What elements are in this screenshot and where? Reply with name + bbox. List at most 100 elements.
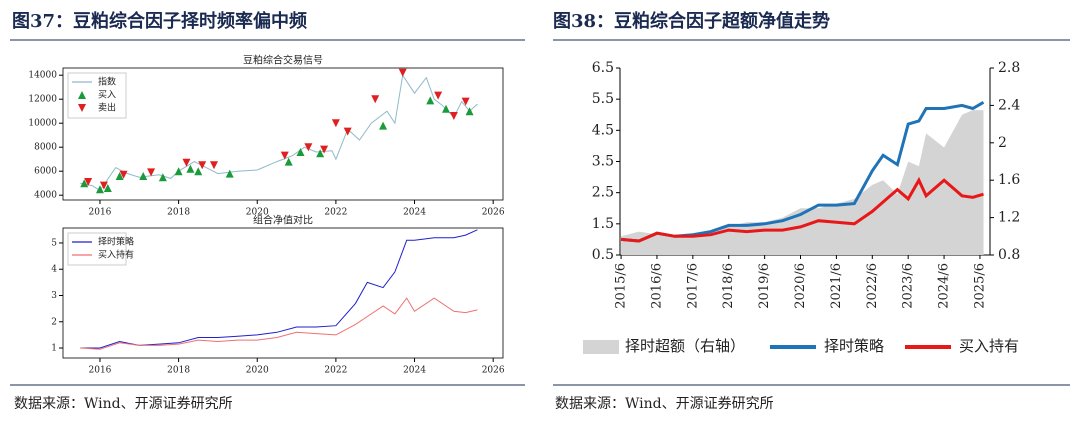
legend-swatch (583, 340, 619, 354)
legend-marker (78, 104, 86, 112)
legend-label: 指数 (98, 76, 116, 88)
figure-caption: 图37：豆粕综合因子择时频率偏中频 (12, 10, 307, 32)
y2-tick-label: 2.8 (998, 60, 1020, 76)
signal-marker (284, 157, 293, 166)
x-tick-label: 2016/6 (649, 263, 664, 309)
signal-marker (398, 68, 407, 77)
signal-marker (147, 168, 156, 177)
line (80, 297, 478, 350)
y-tick-label: 6.5 (592, 60, 614, 76)
y-tick-label: 4000 (34, 191, 57, 201)
x-tick-label: 2025/6 (972, 263, 987, 309)
signal-marker (84, 178, 93, 186)
x-tick-label: 2016 (89, 208, 112, 218)
x-tick-label: 2020 (246, 366, 269, 376)
y2-tick-label: 0.8 (998, 247, 1020, 263)
x-tick-label: 2020 (246, 208, 269, 218)
x-tick-label: 2018 (167, 366, 190, 376)
y-tick-label: 4.5 (592, 122, 614, 138)
legend-label: 择时策略 (98, 236, 134, 248)
signal-marker (209, 161, 218, 170)
x-tick-label: 2024 (403, 208, 426, 218)
signal-marker (182, 158, 191, 167)
legend-label: 择时策略 (824, 337, 884, 355)
x-tick-label: 2017/6 (685, 263, 700, 309)
legend-box (67, 72, 127, 119)
legend-label: 择时超额（右轴） (625, 337, 745, 355)
y-tick-label: 6000 (34, 167, 57, 177)
signal-marker (434, 91, 443, 100)
chart-title: 组合净值对比 (253, 214, 313, 227)
x-tick-label: 2022 (324, 366, 347, 376)
signal-marker (320, 145, 329, 154)
signal-marker (198, 161, 207, 170)
signal-marker (119, 170, 128, 179)
x-tick-label: 2024 (403, 366, 426, 376)
x-tick-label: 2024/6 (937, 263, 952, 309)
signal-marker (225, 169, 234, 178)
x-tick-label: 2026 (482, 366, 505, 376)
signal-marker (99, 181, 108, 190)
x-tick-label: 2015/6 (614, 263, 629, 309)
legend-label: 买入 (98, 90, 116, 101)
signal-marker (461, 97, 470, 106)
signal-marker (449, 112, 458, 120)
plot-frame (62, 67, 504, 201)
signal-marker (296, 148, 305, 156)
signal-marker (115, 172, 124, 180)
signal-marker (139, 172, 148, 180)
x-tick-label: 2018/6 (721, 263, 736, 309)
x-tick-label: 2018 (167, 208, 190, 218)
y-tick-label: 2 (51, 317, 57, 327)
y-tick-label: 3.5 (592, 154, 614, 170)
x-tick-label: 2019/6 (757, 263, 772, 309)
plot-frame (62, 227, 504, 359)
x-tick-label: 2023/6 (901, 263, 916, 309)
y-tick-label: 10000 (28, 119, 57, 129)
y-tick-label: 3 (51, 291, 57, 301)
y-tick-label: 5.5 (592, 91, 614, 107)
signal-marker (343, 127, 352, 136)
y-tick-label: 4 (51, 265, 57, 275)
chart-title: 豆粕综合交易信号 (243, 54, 323, 67)
legend-label: 买入持有 (98, 249, 134, 261)
figure-caption: 图38：豆粕综合因子超额净值走势 (553, 10, 830, 32)
x-tick-label: 2022/6 (865, 263, 880, 309)
signal-marker (371, 95, 380, 104)
x-tick-label: 2021/6 (829, 263, 844, 309)
x-tick-label: 2022 (324, 208, 347, 218)
signal-marker (186, 164, 195, 173)
signal-marker (80, 179, 89, 188)
y-tick-label: 1.5 (592, 216, 614, 232)
y-tick-label: 0.5 (592, 247, 614, 263)
line (80, 229, 478, 349)
signal-marker (379, 121, 388, 130)
signal-marker (158, 173, 167, 182)
signal-marker (331, 119, 340, 128)
signal-marker (304, 143, 313, 152)
signal-marker (95, 185, 104, 194)
legend-label: 卖出 (98, 102, 116, 114)
line (620, 176, 984, 243)
x-tick-label: 2016 (89, 366, 112, 376)
y-tick-label: 14000 (28, 71, 57, 81)
x-tick-label: 2026 (482, 208, 505, 218)
legend-marker (78, 91, 86, 99)
figure-source: 数据来源：Wind、开源证券研究所 (14, 396, 233, 412)
area (621, 110, 984, 255)
signal-marker (103, 184, 112, 192)
figure-source: 数据来源：Wind、开源证券研究所 (555, 396, 774, 412)
legend-box (67, 232, 127, 266)
signal-marker (441, 104, 450, 113)
x-tick-label: 2020/6 (793, 263, 808, 309)
signal-marker (174, 167, 183, 176)
signal-marker (465, 107, 474, 116)
signal-marker (280, 151, 289, 160)
y2-tick-label: 2.4 (998, 97, 1020, 113)
y-tick-label: 5 (51, 238, 57, 248)
signal-marker (194, 167, 203, 176)
y2-tick-label: 2 (998, 135, 1007, 151)
y-tick-label: 8000 (34, 143, 57, 153)
y2-tick-label: 1.2 (998, 210, 1020, 226)
